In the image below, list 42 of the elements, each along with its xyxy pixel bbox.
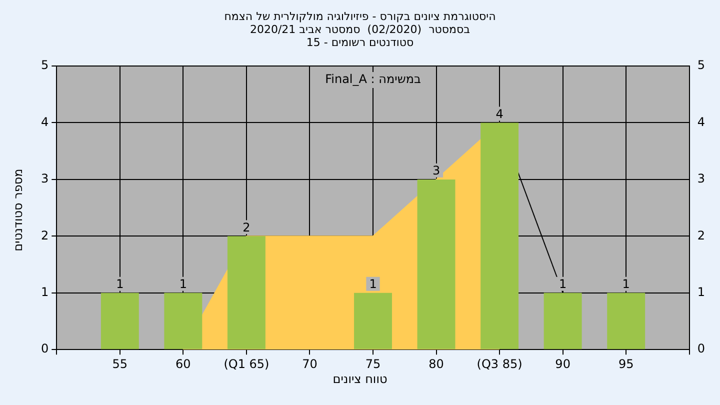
y-tick-label: 1 (40, 285, 49, 300)
y-axis-title: מספר סטודנטים (11, 168, 25, 252)
y-tick-label: 0 (40, 342, 49, 356)
data-label: 2 (242, 220, 250, 234)
data-label: 1 (559, 277, 567, 292)
annotation: במשימה : Final_A (325, 72, 421, 86)
data-label: 1 (369, 277, 377, 292)
data-label: 1 (179, 277, 187, 292)
bar (100, 292, 139, 350)
y-tick-label: 5 (40, 58, 49, 72)
data-label: 1 (622, 277, 630, 292)
y2-tick-label: 4 (697, 114, 706, 129)
x-axis-title: טווח ציונים (332, 372, 388, 386)
y-tick-label: 3 (40, 172, 49, 186)
y2-tick-label: 5 (697, 58, 706, 72)
data-label: 3 (432, 164, 440, 178)
bar (607, 292, 646, 350)
y-tick-label: 2 (40, 228, 49, 242)
y2-tick-label: 3 (697, 172, 706, 186)
x-tick-label: 90 (555, 356, 570, 371)
chart-subtitle: בסמסטר (02/2020) סמסטר אביב 2020/21 סטודנטים רשומים - 15 (250, 23, 470, 49)
x-tick-label: (Q3 85) (476, 356, 522, 371)
y2-tick-label: 0 (697, 342, 706, 356)
x-tick-label: 95 (618, 356, 634, 371)
bar (164, 292, 202, 350)
data-label: 1 (116, 277, 124, 292)
x-tick-label: 80 (428, 356, 444, 371)
x-tick-label: 55 (112, 356, 128, 371)
x-tick-label: 60 (176, 356, 191, 371)
y2-tick-label: 2 (697, 228, 706, 242)
data-label: 4 (496, 106, 504, 121)
bar (354, 292, 392, 350)
chart-title: היסטוגרמת ציונים בקורס - פיזיולוגיה מולקולרית של הצמח (224, 10, 496, 23)
bar (480, 122, 519, 350)
x-tick-label: 70 (302, 356, 318, 371)
x-tick-label: 75 (365, 356, 381, 371)
bar (417, 179, 456, 350)
y-tick-label: 4 (40, 114, 49, 129)
bar (227, 236, 266, 350)
bar (544, 292, 582, 350)
y2-tick-label: 1 (697, 285, 706, 300)
x-tick-label: (Q1 65) (224, 356, 270, 371)
